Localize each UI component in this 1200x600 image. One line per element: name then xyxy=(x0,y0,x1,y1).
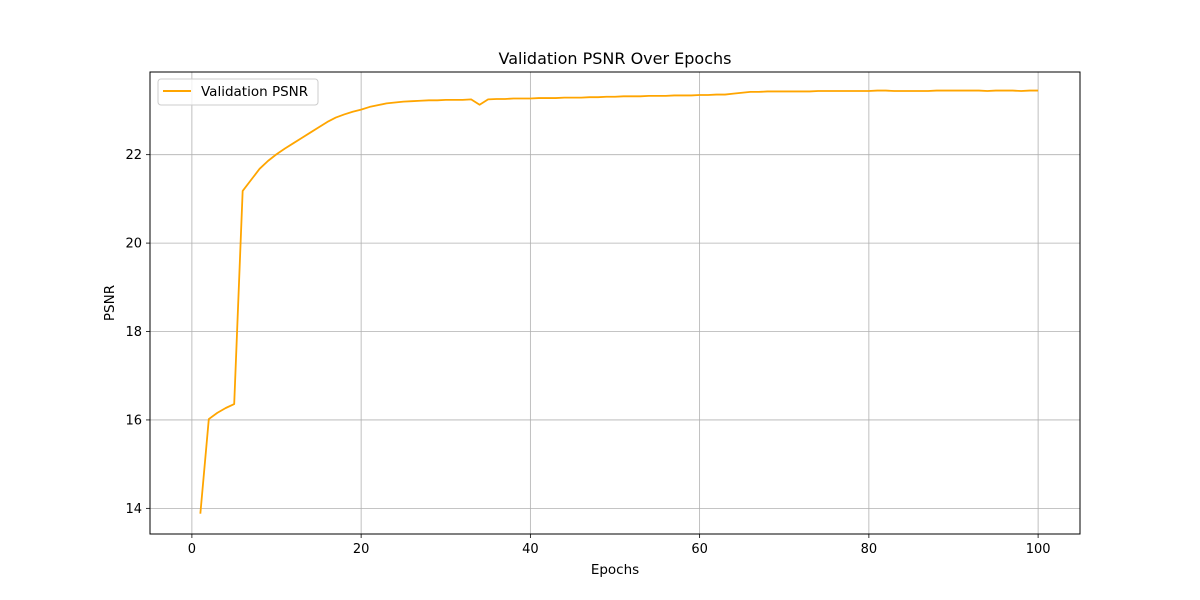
x-axis-title: Epochs xyxy=(591,562,639,578)
series-line xyxy=(199,89,1039,514)
chart-title: Validation PSNR Over Epochs xyxy=(499,49,732,68)
y-axis-ticks: 14 16 18 20 22 xyxy=(125,148,150,517)
plot-frame xyxy=(149,71,1081,535)
y-axis-title: PSNR xyxy=(102,285,118,321)
y-tick-label: 22 xyxy=(125,148,142,163)
x-tick-label: 0 xyxy=(188,542,196,557)
x-tick-label: 80 xyxy=(861,542,878,557)
legend-box xyxy=(157,78,319,106)
series-layer xyxy=(199,89,1039,514)
x-tick-label: 40 xyxy=(522,542,539,557)
y-tick-label: 18 xyxy=(125,325,142,340)
legend: Validation PSNR xyxy=(157,78,319,106)
x-tick-label: 100 xyxy=(1026,542,1051,557)
x-tick-label: 20 xyxy=(353,542,370,557)
grid xyxy=(150,72,1080,534)
y-tick-label: 16 xyxy=(125,413,142,428)
x-axis-ticks: 0 20 40 60 80 100 xyxy=(188,534,1051,557)
x-tick-label: 60 xyxy=(691,542,708,557)
y-tick-label: 20 xyxy=(125,237,142,252)
legend-label: Validation PSNR xyxy=(201,84,308,100)
y-tick-label: 14 xyxy=(125,502,142,517)
